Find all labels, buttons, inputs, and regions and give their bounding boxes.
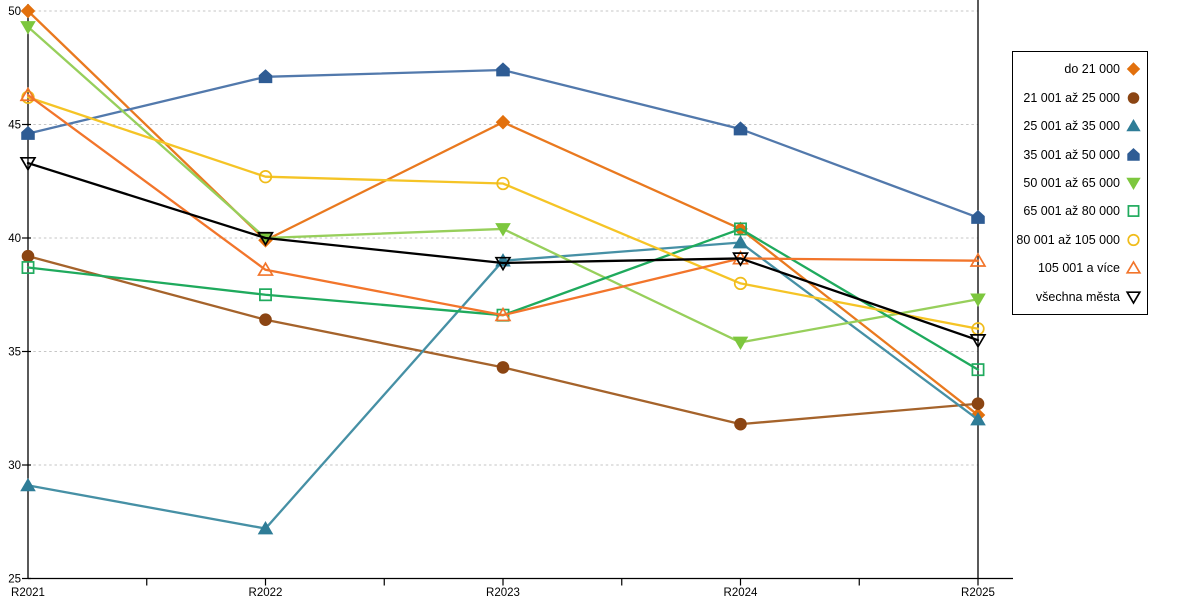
circle-marker <box>971 397 985 411</box>
x-tick-label: R2022 <box>249 587 283 599</box>
x-tick-label: R2024 <box>724 587 758 599</box>
legend-triangle-down-open-icon <box>1125 291 1142 305</box>
circle-marker <box>496 361 510 374</box>
circle-marker <box>734 417 747 431</box>
series-5 <box>21 222 985 377</box>
square-marker <box>259 288 272 302</box>
legend-item-label: 21 001 až 25 000 <box>1023 90 1120 105</box>
x-tick-label: R2025 <box>961 587 995 599</box>
diamond-marker <box>1126 62 1141 76</box>
pentagon-marker <box>496 62 510 77</box>
triangle-down-marker <box>20 21 36 35</box>
circle-marker <box>21 249 35 263</box>
legend-item: do 21 000 <box>1013 55 1147 83</box>
series-1 <box>21 249 985 431</box>
triangle-down-marker <box>1125 291 1142 305</box>
square-marker <box>21 261 35 274</box>
series-8 <box>19 156 987 349</box>
triangle-down-marker <box>970 293 986 307</box>
y-tick-label: 50 <box>8 6 21 18</box>
triangle-down-marker <box>257 231 274 247</box>
triangle-down-marker <box>494 256 512 272</box>
legend-item: 65 001 až 80 000 <box>1013 197 1147 225</box>
y-tick-label: 40 <box>8 233 21 245</box>
circle-marker <box>259 313 272 327</box>
legend-triangle-down-icon <box>1126 177 1141 190</box>
diamond-marker <box>20 3 36 19</box>
legend: do 21 000 21 001 až 25 000 25 001 až 35 00… <box>1012 51 1148 315</box>
triangle-down-marker <box>732 336 749 351</box>
legend-item: 21 001 až 25 000 <box>1013 84 1147 112</box>
series-line <box>26 227 980 371</box>
legend-item-label: do 21 000 <box>1064 62 1120 77</box>
series-line <box>26 161 980 342</box>
legend-item: všechna města <box>1013 283 1147 311</box>
series-3 <box>21 62 985 224</box>
triangle-up-marker <box>20 477 36 492</box>
triangle-down-marker <box>495 223 511 237</box>
x-tick-label: R2023 <box>486 587 520 599</box>
y-tick-label: 30 <box>8 460 21 472</box>
triangle-up-marker <box>257 261 274 276</box>
circle-marker <box>258 170 273 184</box>
triangle-up-marker <box>969 252 987 267</box>
legend-circle-open-icon <box>1127 233 1140 246</box>
series-line <box>26 93 980 317</box>
pentagon-marker <box>1127 147 1140 161</box>
triangle-up-marker <box>970 412 986 426</box>
y-tick-label: 45 <box>8 120 21 132</box>
legend-item: 105 001 a více <box>1013 254 1147 282</box>
series-line <box>26 96 980 330</box>
legend-item-label: všechna města <box>1035 289 1120 304</box>
pentagon-marker <box>258 69 273 84</box>
legend-pentagon-icon <box>1127 147 1140 161</box>
triangle-up-marker <box>1126 119 1141 132</box>
legend-item-label: 80 001 až 105 000 <box>1016 232 1120 247</box>
triangle-up-marker <box>19 86 37 102</box>
triangle-up-marker <box>494 306 512 322</box>
legend-item: 35 001 až 50 000 <box>1013 141 1147 169</box>
legend-item-label: 105 001 a více <box>1037 261 1120 276</box>
x-tick-label: R2021 <box>11 587 45 599</box>
legend-triangle-up-icon <box>1126 119 1141 132</box>
legend-square-open-icon <box>1127 205 1140 218</box>
legend-item-label: 25 001 až 35 000 <box>1023 119 1120 134</box>
pentagon-marker <box>971 209 985 224</box>
legend-triangle-up-open-icon <box>1125 260 1142 274</box>
circle-marker <box>1127 91 1140 104</box>
legend-item-label: 65 001 až 80 000 <box>1023 204 1120 219</box>
legend-item: 80 001 až 105 000 <box>1013 226 1147 254</box>
legend-item: 25 001 až 35 000 <box>1013 112 1147 140</box>
triangle-up-marker <box>732 234 749 249</box>
circle-marker <box>1127 233 1140 246</box>
triangle-down-marker <box>19 156 37 172</box>
square-marker <box>1127 205 1140 218</box>
circle-marker <box>496 176 510 191</box>
y-tick-label: 35 <box>8 347 21 359</box>
legend-item: 50 001 až 65 000 <box>1013 169 1147 197</box>
legend-item-label: 35 001 až 50 000 <box>1023 147 1120 162</box>
diamond-marker <box>495 114 511 130</box>
triangle-up-marker <box>257 520 274 535</box>
square-marker <box>971 363 985 377</box>
pentagon-marker <box>733 121 748 136</box>
y-tick-label: 25 <box>8 574 21 586</box>
pentagon-marker <box>21 125 35 140</box>
series-2 <box>20 234 986 535</box>
legend-diamond-icon <box>1126 62 1141 76</box>
legend-circle-icon <box>1127 91 1140 104</box>
triangle-down-marker <box>969 334 987 349</box>
legend-item-label: 50 001 až 65 000 <box>1023 175 1120 190</box>
triangle-down-marker <box>1126 177 1141 190</box>
series-line <box>26 255 980 426</box>
square-marker <box>734 222 747 236</box>
triangle-down-marker <box>732 252 749 267</box>
circle-marker <box>733 276 748 291</box>
triangle-up-marker <box>1125 260 1142 274</box>
